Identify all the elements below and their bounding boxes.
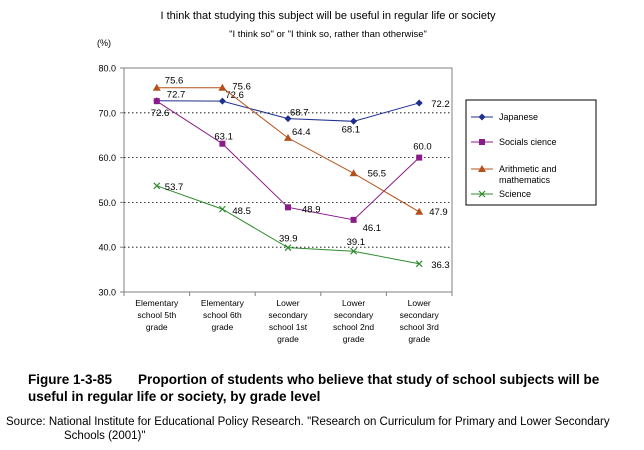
x-tick-label: school 5th [137,310,176,320]
data-point [218,83,227,91]
x-tick-label: grade [277,334,299,344]
x-tick-label: Lower [408,298,431,308]
data-label: 72.7 [167,90,186,101]
chart-title: I think that studying this subject will … [160,10,496,22]
legend-label: Arithmetic and [499,164,557,174]
y-tick-label: 80.0 [98,64,116,74]
x-tick-label: school 2nd [333,322,374,332]
data-label: 75.6 [165,76,184,87]
legend-label: Socials cience [499,137,557,147]
data-point [284,244,292,252]
data-point [350,216,357,223]
data-point [219,140,226,147]
data-label: 48.5 [232,206,251,217]
x-tick-label: Elementary [135,298,179,308]
data-point [415,99,423,107]
data-point [284,133,292,141]
x-tick-label: secondary [400,310,440,320]
series-japanese: 72.7 72.6 68.7 68.1 72.2 [153,90,450,135]
line-chart: I think that studying this subject will … [97,10,597,344]
y-tick-label: 40.0 [98,243,116,253]
data-label: 47.9 [429,207,448,218]
x-tick-label: grade [146,322,168,332]
data-point-stroke [284,244,292,252]
x-tick-label: grade [212,322,234,332]
x-tick-label: secondary [334,310,374,320]
legend-marker [478,190,486,198]
data-label: 39.9 [279,234,298,245]
legend-label: mathematics [499,175,551,185]
series-arithmetic-and-mathematics: 75.6 75.6 64.4 56.5 47.9 [152,76,448,218]
data-point [284,115,292,123]
data-point-stroke [415,260,423,268]
data-label: 48.9 [302,204,321,215]
legend-label: Japanese [499,112,538,122]
data-point [349,169,358,177]
legend-item: Japanese [471,112,538,122]
y-tick-label: 60.0 [98,153,116,163]
legend-item: Science [471,189,531,199]
data-label: 75.6 [232,82,251,93]
data-point [218,205,226,213]
data-label: 56.5 [368,168,387,179]
data-label: 63.1 [214,132,233,143]
data-point [416,154,423,161]
data-label: 72.2 [431,99,450,110]
y-tick-label: 70.0 [98,108,116,118]
data-point-stroke [350,247,358,255]
x-tick-label: school 1st [269,322,308,332]
x-tick-label: grade [343,334,365,344]
legend-label: Science [499,189,531,199]
y-tick-label: 50.0 [98,198,116,208]
data-point [415,207,424,215]
data-label: 72.6 [225,90,244,101]
y-axis-unit: (%) [97,38,111,48]
data-point-stroke [153,182,161,190]
data-point [152,83,161,91]
data-label: 36.3 [431,260,450,271]
data-label: 60.0 [413,142,432,153]
legend-marker [478,113,486,121]
x-tick-label: secondary [268,310,308,320]
data-label: 39.1 [347,237,366,248]
series-science: 53.7 48.5 39.9 39.1 36.3 [153,182,450,271]
x-tick-label: Elementary [201,298,245,308]
data-label: 64.4 [292,127,311,138]
x-tick-label: school 6th [203,310,242,320]
data-point [285,204,291,211]
legend-marker [478,165,486,172]
source-note: Source: National Institute for Education… [6,415,640,443]
data-label: 68.7 [290,108,309,119]
data-point [350,247,358,255]
data-label: 72.6 [151,108,170,119]
plot-area [123,67,453,293]
data-label: 53.7 [165,182,184,193]
figure-caption: Figure 1-3-85 Proportion of students who … [28,371,638,405]
x-tick-label: school 3rd [400,322,439,332]
data-point [350,117,358,125]
data-label: 68.1 [342,124,361,135]
x-tick-label: grade [408,334,430,344]
chart-subtitle: "I think so" or "I think so, rather than… [229,29,427,40]
data-point [218,97,226,105]
data-point-stroke [218,205,226,213]
data-point [153,182,161,190]
source-line-2: Schools (2001)" [64,430,146,442]
data-point [415,260,423,268]
legend-item: Socials cience [471,137,557,147]
y-tick-label: 30.0 [98,288,116,298]
series-socials-cience: 72.6 63.1 48.9 46.1 60.0 [151,98,432,234]
figure-number: Figure 1-3-85 [28,372,113,387]
legend-marker [479,139,485,145]
data-label: 46.1 [363,223,382,234]
data-point [153,98,160,105]
source-line-1: Source: National Institute for Education… [6,416,610,428]
x-tick-label: Lower [276,298,299,308]
x-tick-label: Lower [342,298,365,308]
legend-marker-stroke [478,190,486,198]
figure-caption-text: Proportion of students who believe that … [28,372,600,404]
